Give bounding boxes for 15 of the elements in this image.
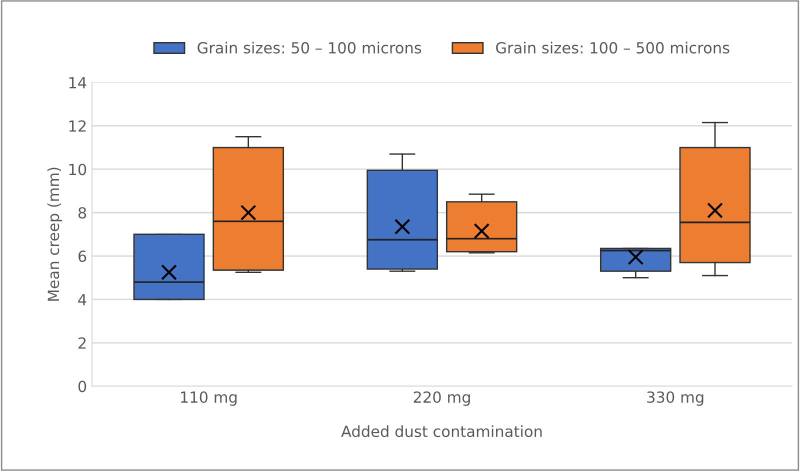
y-tick-label: 4	[78, 294, 86, 306]
y-tick-label: 14	[69, 77, 86, 88]
legend-label: Grain sizes: 100 – 500 microns	[496, 42, 730, 54]
x-tick-label: 330 mg	[647, 391, 704, 406]
y-tick-label: 12	[69, 120, 86, 132]
y-tick-label: 2	[78, 337, 86, 349]
y-tick-label: 6	[78, 250, 86, 262]
y-tick-label: 10	[69, 164, 86, 176]
y-tick-label: 0	[78, 380, 86, 392]
y-axis-title: Mean creep (mm)	[47, 168, 62, 301]
y-tick-label: 8	[78, 207, 86, 219]
x-tick-label: 220 mg	[414, 391, 470, 406]
x-axis-title: Added dust contamination	[341, 425, 542, 438]
legend-label: Grain sizes: 50 – 100 microns	[198, 42, 422, 54]
x-tick-label: 110 mg	[181, 391, 237, 406]
